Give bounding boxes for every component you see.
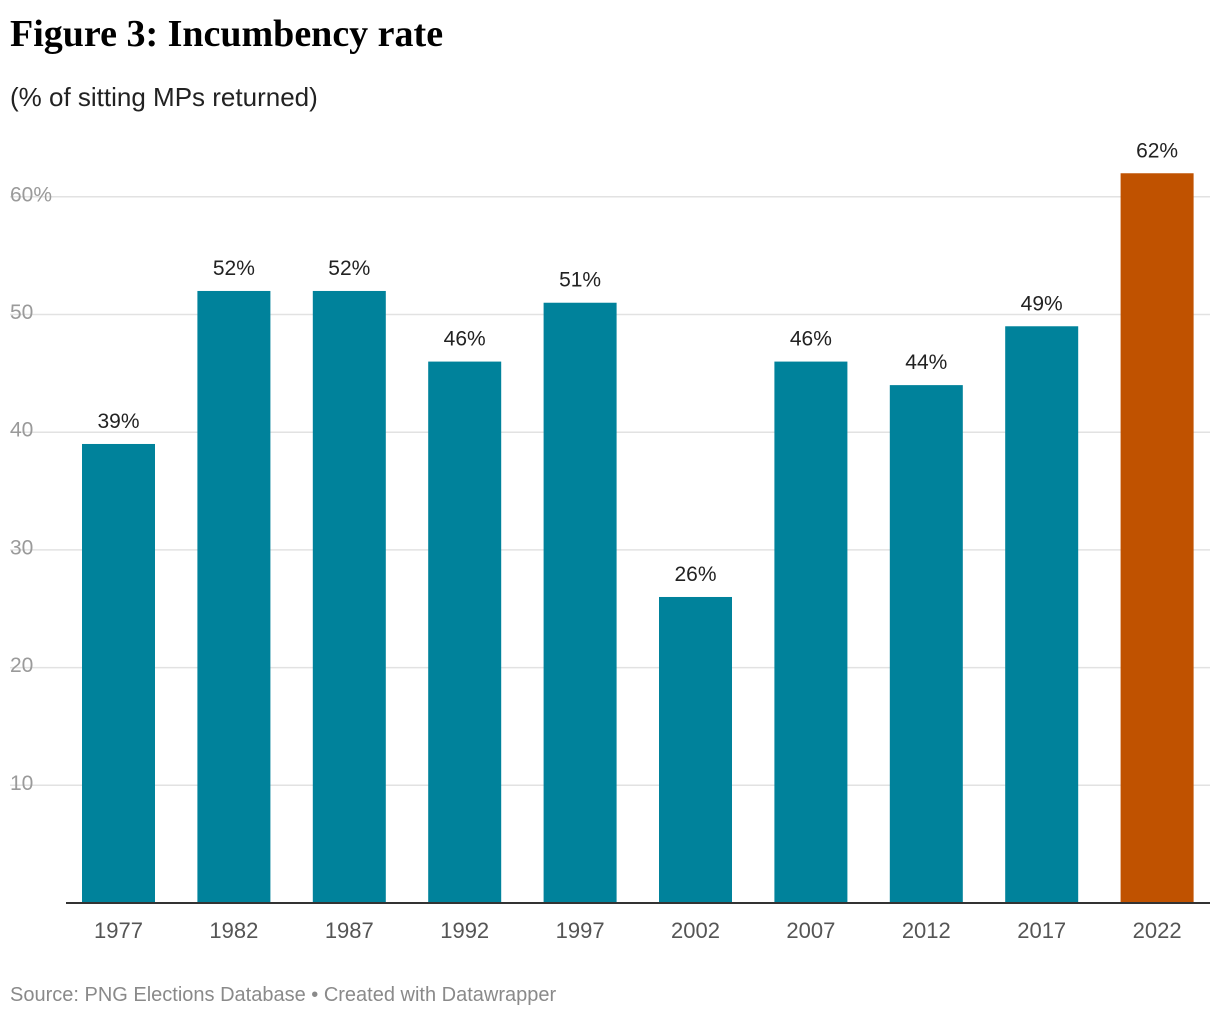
data-label: 51% <box>559 269 601 292</box>
chart-subtitle: (% of sitting MPs returned) <box>10 82 318 112</box>
x-tick-label: 2022 <box>1133 918 1182 943</box>
bar-chart: 10 20 30 40 50 60% 39% 52% 52% 46% 51% 26% 46% 44% 49… <box>10 139 1210 943</box>
y-tick-label: 60% <box>10 183 52 206</box>
footer-separator: • <box>305 984 324 1006</box>
x-tick-label: 1997 <box>556 918 605 943</box>
data-labels: 39% 52% 52% 46% 51% 26% 46% 44% 49% 62% <box>97 139 1178 586</box>
y-tick-label: 30 <box>10 536 33 559</box>
y-tick-label: 50 <box>10 301 33 324</box>
bar <box>543 302 617 903</box>
bar <box>197 290 271 903</box>
bar <box>889 385 963 903</box>
bars <box>82 173 1194 903</box>
x-tick-label: 1977 <box>94 918 143 943</box>
x-tick-label: 2012 <box>902 918 951 943</box>
y-tick-label: 40 <box>10 419 33 442</box>
data-label: 49% <box>1021 292 1063 315</box>
x-tick-label: 1992 <box>440 918 489 943</box>
x-tick-label: 1987 <box>325 918 374 943</box>
data-label: 62% <box>1136 139 1178 162</box>
bar <box>82 443 155 903</box>
datawrapper-credit: Created with Datawrapper <box>323 984 557 1006</box>
x-tick-label: 1982 <box>209 918 258 943</box>
bar <box>428 361 502 903</box>
y-tick-label: 10 <box>10 772 33 795</box>
data-label: 26% <box>674 563 716 586</box>
x-axis-ticks: 1977 1982 1987 1992 1997 2002 2007 2012 2017 2022 <box>94 918 1182 943</box>
bar <box>312 290 386 903</box>
data-label: 44% <box>905 351 947 374</box>
bar <box>659 596 732 903</box>
x-tick-label: 2017 <box>1017 918 1066 943</box>
bar <box>1005 326 1079 903</box>
bar <box>1120 173 1194 903</box>
y-axis-ticks: 10 20 30 40 50 60% <box>10 183 52 795</box>
data-label: 52% <box>213 257 255 280</box>
data-label: 52% <box>328 257 370 280</box>
x-tick-label: 2002 <box>671 918 720 943</box>
data-label: 46% <box>444 328 486 351</box>
y-tick-label: 20 <box>10 654 33 677</box>
data-label: 39% <box>97 410 139 433</box>
source-note: Source: PNG Elections Database <box>10 984 306 1006</box>
bar <box>774 361 848 903</box>
data-label: 46% <box>790 328 832 351</box>
chart-title: Figure 3: Incumbency rate <box>10 13 444 55</box>
x-tick-label: 2007 <box>786 918 835 943</box>
chart-footer: Source: PNG Elections Database • Created… <box>10 984 556 1007</box>
